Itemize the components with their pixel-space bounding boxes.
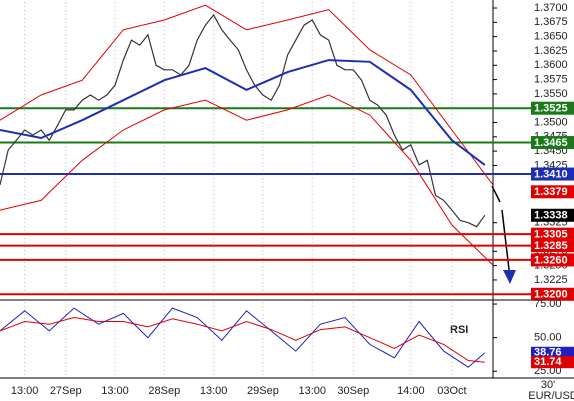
x-tick-label: 13:00 (101, 385, 129, 397)
forecast-arrow (501, 209, 511, 279)
y-tick-label: 1.3675 (534, 16, 568, 28)
level-label: 1.3465 (534, 137, 568, 149)
y-tick-label: 1.3575 (534, 73, 568, 85)
x-tick-label: 28Sep (148, 385, 180, 397)
level-label: 1.3285 (534, 240, 568, 252)
series-line (0, 59, 486, 166)
level-label: 1.3200 (534, 289, 568, 301)
level-label: 1.3260 (534, 254, 568, 266)
y-tick-label: 1.3650 (534, 31, 568, 43)
level-box (531, 227, 574, 241)
level-box (531, 208, 574, 222)
x-tick-label: 30Sep (337, 385, 369, 397)
value-label: 31.74 (534, 356, 562, 368)
x-tick-label: 13:00 (11, 385, 39, 397)
y-tick-label: 1.3600 (534, 59, 568, 71)
series-line (0, 94, 494, 266)
level-label: 1.3338 (534, 210, 568, 222)
value-box (531, 346, 574, 359)
y-tick-label: 1.3550 (534, 88, 568, 100)
level-label: 1.3525 (534, 103, 568, 115)
x-tick-label: 29Sep (247, 385, 279, 397)
symbol: EUR/USD (528, 390, 574, 401)
level-box (531, 136, 574, 150)
level-box (531, 101, 574, 115)
level-box (531, 253, 574, 267)
y-tick-label: 50.00 (534, 332, 562, 344)
level-box (531, 185, 574, 199)
series-line (0, 307, 486, 368)
y-tick-label: 1.3700 (534, 2, 568, 14)
value-box (531, 356, 574, 369)
series-line (0, 4, 494, 186)
y-tick-label: 1.3225 (534, 274, 568, 286)
value-label: 38.76 (534, 347, 562, 359)
timeframe: 30' (541, 379, 555, 391)
level-box (531, 287, 574, 301)
rsi-title: RSI (450, 324, 468, 336)
y-tick-label: 1.3500 (534, 116, 568, 128)
x-tick-label: 03Oct (437, 385, 466, 397)
level-label: 1.3410 (534, 168, 568, 180)
level-box (531, 239, 574, 253)
level-box (531, 167, 574, 181)
x-tick-label: 13:00 (298, 385, 326, 397)
level-label: 1.3379 (534, 186, 568, 198)
series-line (0, 316, 485, 363)
y-tick-label: 75.00 (534, 298, 562, 310)
forecast-arrow (491, 185, 501, 203)
series-line (0, 13, 486, 228)
x-tick-label: 27Sep (50, 385, 82, 397)
x-tick-label: 13:00 (200, 385, 228, 397)
arrow-head (503, 270, 516, 284)
level-label: 1.3305 (534, 229, 568, 241)
x-tick-label: 14:00 (397, 385, 425, 397)
y-tick-label: 1.3625 (534, 45, 568, 57)
